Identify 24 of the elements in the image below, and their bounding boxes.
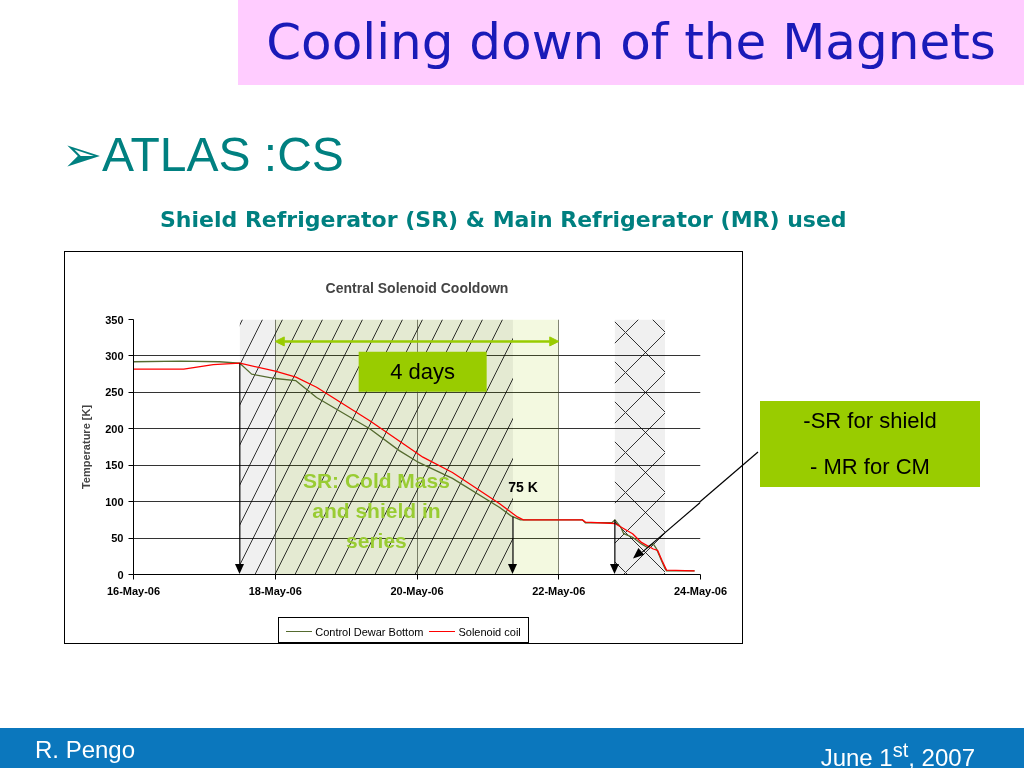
y-tick-label: 100 bbox=[105, 495, 124, 508]
x-tick-label: 22-May-06 bbox=[532, 584, 586, 597]
y-tick-label: 300 bbox=[105, 349, 124, 362]
y-tick-label: 350 bbox=[105, 313, 124, 326]
band-label: 4 days bbox=[390, 359, 456, 385]
y-tick-label: 0 bbox=[117, 568, 124, 581]
y-tick-label: 150 bbox=[105, 459, 124, 472]
x-tick-label: 20-May-06 bbox=[390, 584, 444, 597]
chart-title: Central Solenoid Cooldown bbox=[325, 279, 509, 296]
y-axis-title: Temperature [K] bbox=[80, 404, 93, 490]
y-tick-label: 200 bbox=[105, 422, 124, 435]
ref-line-label: 75 K bbox=[508, 478, 538, 495]
text: -SR for shield - MR for CM bbox=[802, 407, 938, 481]
text: ➢ATLAS :CS bbox=[62, 127, 344, 183]
x-tick-label: 16-May-06 bbox=[106, 584, 161, 597]
text: R. Pengo bbox=[35, 735, 136, 765]
y-tick-label: 250 bbox=[105, 386, 124, 399]
y-tick-label: 50 bbox=[111, 532, 124, 545]
text: Cooling down of the Magnets bbox=[238, 0, 1024, 85]
text: Shield Refrigerator (SR) & Main Refrigerator (MR) used bbox=[160, 206, 847, 234]
x-tick-label: 24-May-06 bbox=[673, 584, 728, 597]
x-tick-label: 18-May-06 bbox=[248, 584, 302, 597]
legend-label: Control Dewar Bottom bbox=[315, 624, 424, 640]
legend-label: Solenoid coil bbox=[458, 624, 521, 640]
